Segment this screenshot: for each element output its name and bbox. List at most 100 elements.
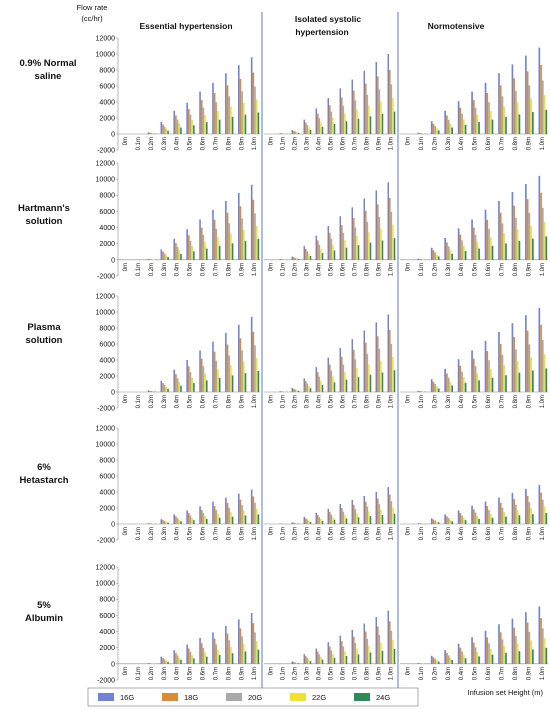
bar-20G	[488, 360, 490, 392]
x-tick-label: 0.2m	[149, 137, 155, 150]
bar-16G	[525, 612, 527, 664]
bar-22G	[380, 642, 382, 664]
x-tick-label: 0.6m	[341, 667, 347, 680]
bar-20G	[202, 107, 205, 134]
bar-24G	[381, 650, 384, 664]
bar-20G	[215, 360, 218, 392]
x-tick-label: 0m	[405, 527, 411, 535]
bar-24G	[478, 248, 480, 260]
bar-20G	[542, 628, 544, 664]
bar-22G	[476, 241, 479, 260]
bar-22G	[204, 373, 206, 392]
x-tick-label: 0.1m	[281, 263, 287, 276]
bar-24G	[345, 121, 348, 134]
x-tick-label: 0.8m	[513, 137, 519, 150]
bar-24G	[464, 520, 467, 524]
bar-22G	[296, 662, 298, 664]
bar-16G	[363, 198, 366, 260]
bar-24G	[357, 377, 360, 392]
x-tick-label: 0m	[269, 527, 275, 535]
y-tick-label: 8000	[99, 325, 115, 332]
legend-swatch-18G	[162, 693, 178, 701]
panel: 0m 0.1m 0.2m 0.3m 0.4m 0.5m 0.6m 0.7m 0.8m 0.9m 1.…	[264, 54, 396, 150]
x-tick-label: 1.0m	[540, 263, 546, 276]
x-tick-label: 0.6m	[486, 527, 492, 540]
bar-18G	[365, 501, 367, 524]
y-tick-label: 4000	[99, 357, 115, 364]
x-tick-label: 1.0m	[252, 395, 258, 408]
bar-16G	[291, 256, 294, 260]
y-tick-label: 0	[111, 389, 115, 396]
bar-22G	[178, 519, 181, 524]
y-axis-label-line2: (cc/hr)	[81, 14, 103, 23]
bar-24G	[532, 370, 534, 392]
bar-22G	[380, 101, 382, 134]
bar-16G	[147, 132, 150, 134]
bar-18G	[252, 331, 255, 392]
y-tick-label: -2000	[97, 273, 115, 280]
x-tick-label: 0.2m	[293, 395, 299, 408]
bar-20G	[366, 506, 369, 524]
panel: 0m 0.1m 0.2m 0.3m 0.4m 0.5m 0.6m 0.7m 0.8m 0.9m 1.…	[400, 47, 548, 150]
bar-22G	[356, 236, 358, 260]
bar-20G	[318, 244, 321, 260]
bar-18G	[317, 372, 319, 392]
bar-16G	[173, 110, 176, 134]
bar-22G	[320, 248, 322, 260]
y-tick-label: 10000	[96, 581, 116, 588]
bar-18G	[329, 511, 331, 524]
x-tick-label: 0m	[123, 527, 129, 535]
bar-18G	[252, 72, 255, 134]
bar-16G	[351, 79, 354, 134]
bar-24G	[244, 241, 247, 260]
x-tick-label: 0.7m	[500, 263, 506, 276]
bar-20G	[306, 657, 309, 664]
bar-20G	[420, 133, 423, 134]
bar-16G	[237, 65, 240, 134]
bar-20G	[366, 638, 369, 664]
bar-22G	[191, 377, 193, 392]
bar-20G	[366, 94, 369, 134]
x-tick-label: 1.0m	[389, 137, 395, 150]
bar-16G	[199, 219, 201, 260]
bar-18G	[213, 506, 216, 524]
bar-16G	[160, 249, 163, 260]
x-tick-label: 0.1m	[136, 667, 142, 680]
bar-18G	[486, 93, 489, 134]
x-tick-label: 0.5m	[329, 395, 335, 408]
y-tick-label: 6000	[99, 209, 115, 216]
bar-18G	[419, 663, 421, 664]
bar-18G	[188, 513, 190, 524]
x-tick-label: 0.1m	[281, 667, 287, 680]
bar-20G	[461, 113, 463, 134]
bar-18G	[329, 232, 331, 260]
bar-16G	[339, 216, 342, 260]
bar-18G	[226, 344, 229, 392]
bar-20G	[202, 234, 205, 260]
bar-16G	[444, 110, 446, 134]
x-tick-label: 1.0m	[540, 527, 546, 540]
y-tick-label: 2000	[99, 241, 115, 248]
bar-20G	[515, 635, 517, 664]
x-tick-label: 1.0m	[540, 395, 546, 408]
y-tick-label: -2000	[97, 677, 115, 684]
x-tick-label: 1.0m	[252, 137, 258, 150]
x-tick-label: 0.4m	[317, 527, 323, 540]
bar-24G	[218, 517, 221, 524]
bar-24G	[464, 251, 467, 260]
bar-16G	[303, 378, 306, 392]
x-tick-label: 0.3m	[162, 395, 168, 408]
bar-20G	[461, 651, 463, 664]
x-tick-label: 0.4m	[175, 263, 181, 276]
bar-20G	[202, 366, 205, 392]
bar-24G	[297, 132, 300, 134]
bar-20G	[330, 650, 333, 664]
bar-22G	[436, 660, 438, 664]
bar-22G	[191, 119, 193, 134]
x-tick-label: 0m	[269, 263, 275, 271]
row-label-plasma-line2: solution	[26, 335, 63, 346]
x-tick-label: 0.3m	[305, 395, 311, 408]
bar-24G	[218, 245, 221, 260]
x-tick-label: 0.1m	[281, 527, 287, 540]
bar-20G	[176, 378, 179, 392]
